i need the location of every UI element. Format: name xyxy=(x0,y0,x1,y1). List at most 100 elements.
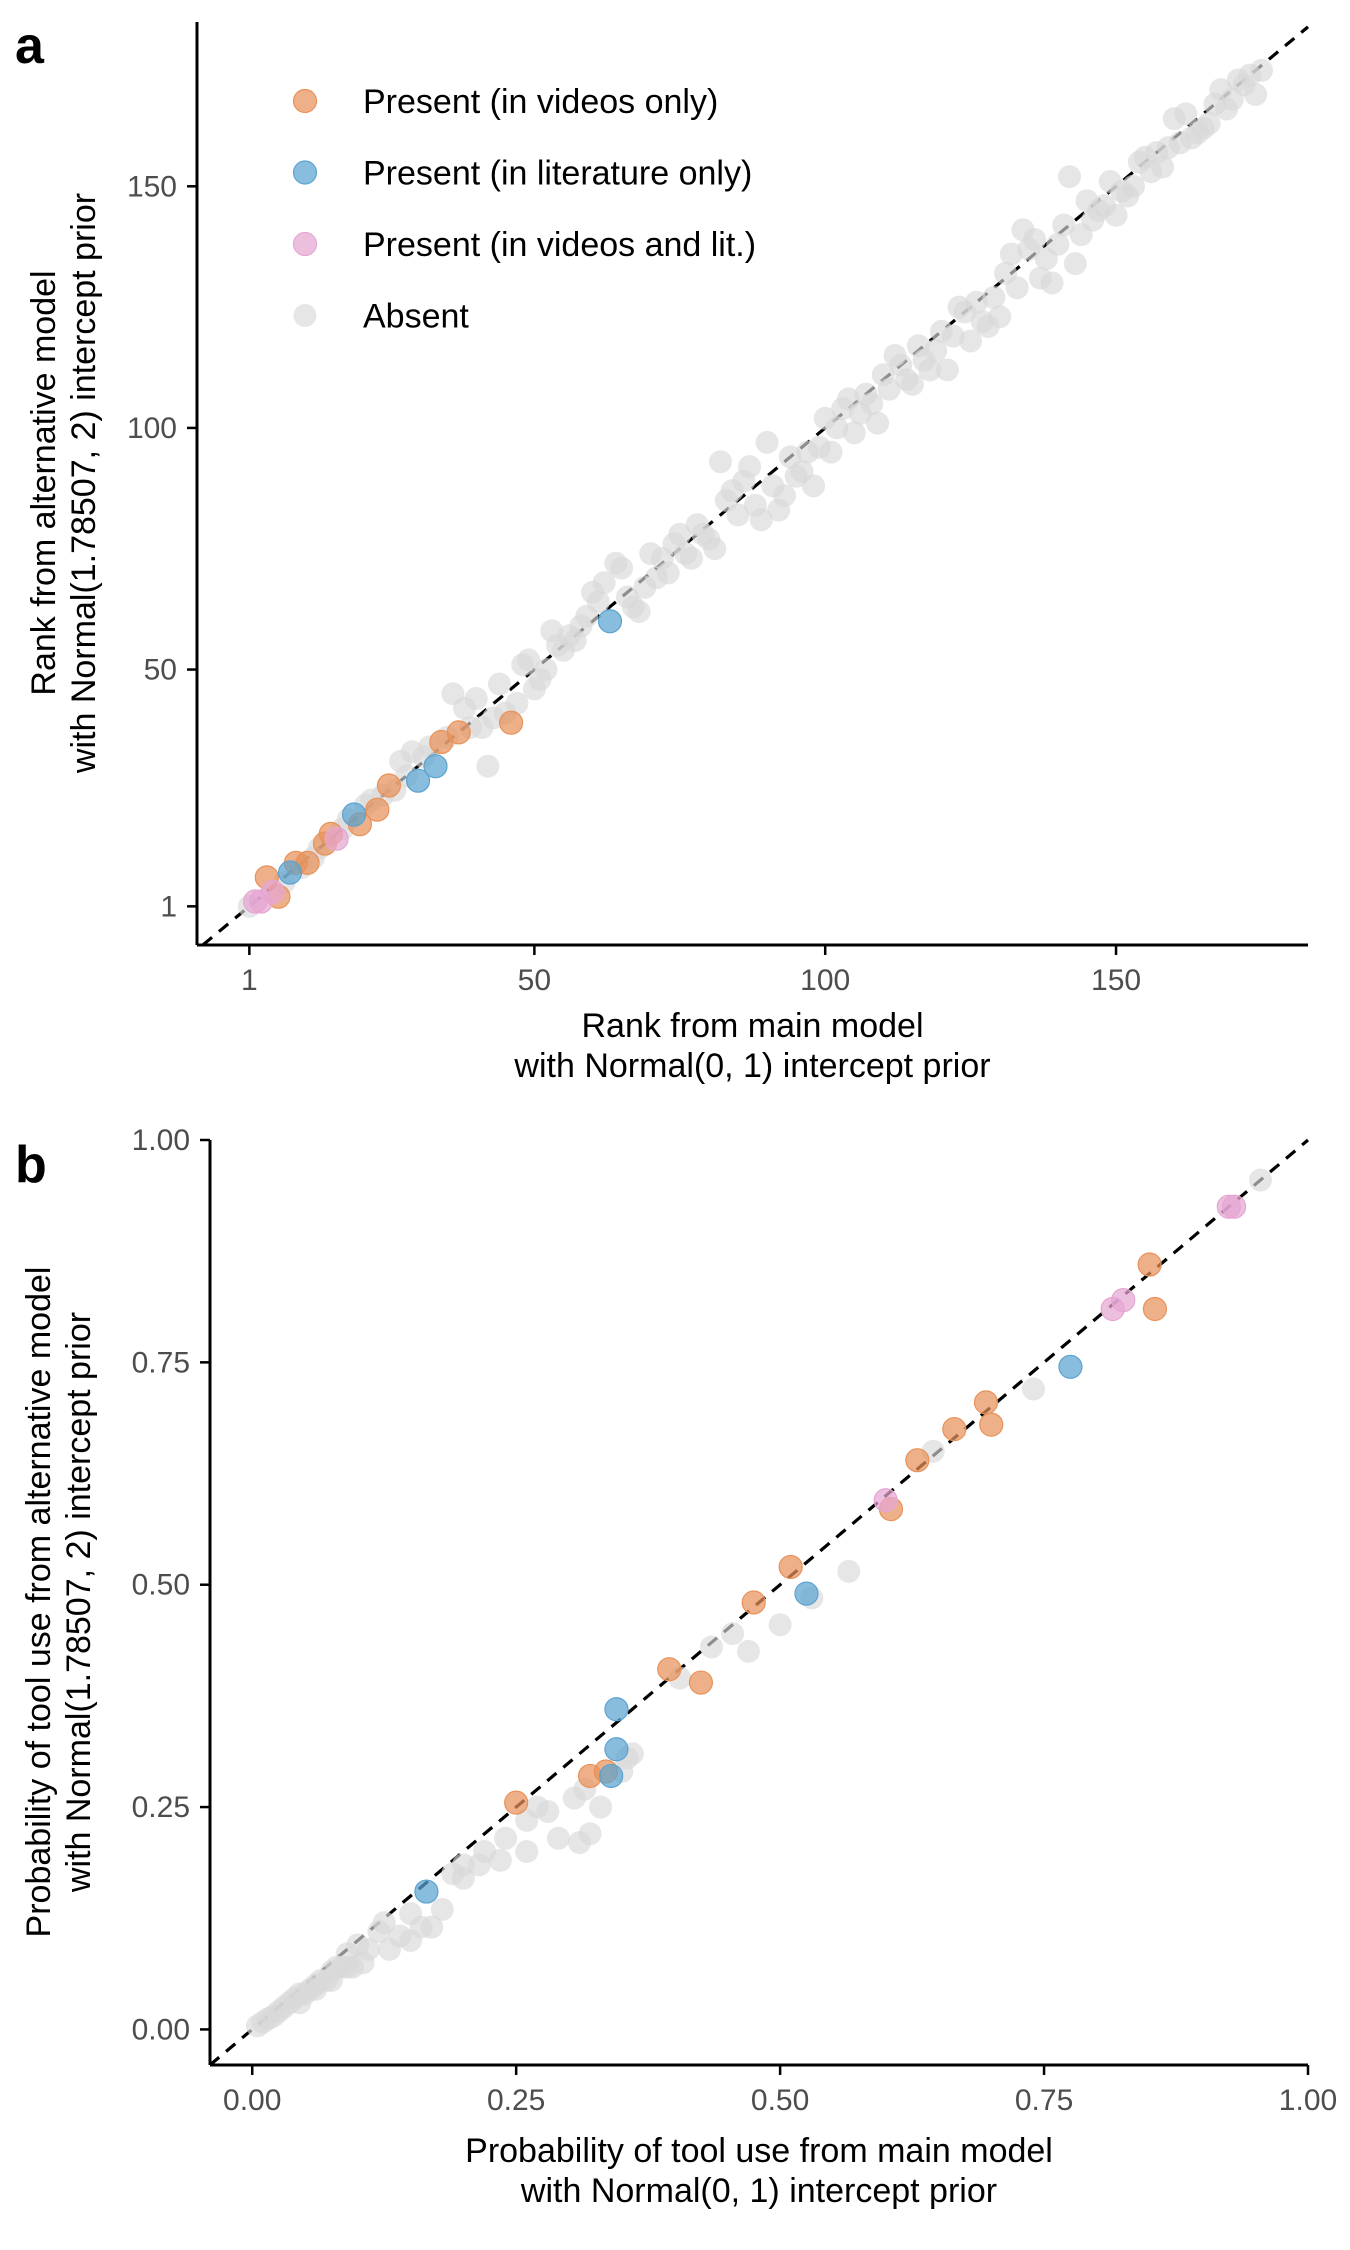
x-tick-label-b: 0.75 xyxy=(1015,2084,1073,2117)
x-tick-label-b: 0.00 xyxy=(223,2084,281,2117)
x-axis-title-b: with Normal(0, 1) intercept prior xyxy=(520,2172,997,2210)
data-point xyxy=(1197,111,1221,135)
y-tick-label-b: 0.50 xyxy=(132,1569,190,1602)
x-tick-label-b: 0.50 xyxy=(751,2084,809,2117)
data-point xyxy=(942,1416,967,1442)
data-point xyxy=(726,503,750,527)
x-axis-title-a: with Normal(0, 1) intercept prior xyxy=(513,1047,990,1085)
legend-item: Present (in videos and lit.) xyxy=(292,226,756,264)
data-point xyxy=(260,879,285,904)
data-point xyxy=(562,1786,586,1810)
data-point xyxy=(467,1853,491,1877)
data-point xyxy=(935,358,959,382)
data-point xyxy=(577,1763,603,1789)
y-tick-label-a: 100 xyxy=(127,412,177,445)
data-point xyxy=(1137,1252,1162,1277)
data-point xyxy=(802,474,826,498)
legend-item: Absent xyxy=(293,298,469,336)
legend-label: Absent xyxy=(363,298,469,336)
data-point xyxy=(430,1897,454,1921)
data-point xyxy=(778,1554,803,1580)
y-tick-label-b: 0.75 xyxy=(132,1346,190,1379)
data-point xyxy=(1022,1377,1045,1401)
x-axis-title-b: Probability of tool use from main model xyxy=(465,2132,1053,2170)
data-point xyxy=(918,358,942,382)
data-point xyxy=(446,720,471,745)
data-point xyxy=(688,1670,714,1695)
y-tick-label-a: 150 xyxy=(127,170,177,203)
data-point xyxy=(772,484,796,508)
x-tick-label-a: 50 xyxy=(518,964,551,997)
x-tick-label-b: 0.25 xyxy=(487,2084,545,2117)
data-point xyxy=(1121,174,1145,198)
data-point xyxy=(351,1951,375,1975)
data-point xyxy=(741,1590,766,1615)
y-axis-title-a: Rank from alternative model xyxy=(25,270,63,695)
data-point xyxy=(866,411,890,435)
panel-b-label: b xyxy=(15,1136,47,1194)
data-point xyxy=(657,1657,682,1682)
data-point xyxy=(668,522,692,546)
data-point xyxy=(679,546,703,570)
data-point xyxy=(749,508,773,532)
x-tick-label-b: 1.00 xyxy=(1279,2084,1337,2117)
data-point xyxy=(324,826,349,851)
data-point xyxy=(610,556,634,580)
data-point xyxy=(1046,232,1070,256)
data-point xyxy=(627,600,651,624)
legend-swatch xyxy=(292,231,318,257)
data-point xyxy=(341,802,367,827)
y-tick-label-b: 1.00 xyxy=(132,1124,190,1157)
data-point xyxy=(999,242,1023,266)
data-point xyxy=(738,455,762,479)
data-point xyxy=(589,1795,613,1819)
series-videos-and-lit-b xyxy=(873,1194,1247,1513)
data-point xyxy=(1040,271,1064,295)
data-point xyxy=(860,392,884,416)
y-axis-title-b: Probability of tool use from alternative… xyxy=(20,1267,58,1938)
data-point xyxy=(1063,252,1087,276)
data-point xyxy=(973,1390,999,1415)
data-point xyxy=(597,609,623,634)
data-point xyxy=(988,305,1012,329)
data-point xyxy=(842,421,866,445)
x-axis-title-a: Rank from main model xyxy=(581,1007,923,1045)
data-point xyxy=(515,1840,539,1864)
data-point xyxy=(656,561,680,585)
data-point xyxy=(699,1635,723,1659)
data-point xyxy=(568,1831,592,1855)
data-point xyxy=(794,1581,819,1606)
data-point xyxy=(959,329,983,353)
panel-a-label: a xyxy=(15,17,45,75)
series-literature-only-a xyxy=(277,609,623,885)
data-point xyxy=(604,1737,629,1762)
data-point xyxy=(517,648,541,672)
data-point xyxy=(365,797,390,822)
y-tick-label-a: 1 xyxy=(160,890,177,923)
data-point xyxy=(1174,102,1198,126)
data-point xyxy=(399,1902,423,1926)
data-point xyxy=(819,440,843,464)
data-point xyxy=(487,672,511,696)
data-point xyxy=(924,339,948,363)
data-point xyxy=(736,1639,760,1663)
data-point xyxy=(721,1622,745,1646)
data-point xyxy=(1248,1168,1272,1192)
data-point xyxy=(414,1879,439,1904)
data-point xyxy=(277,860,303,885)
data-point xyxy=(1142,1296,1168,1322)
data-point xyxy=(476,754,500,778)
data-point xyxy=(604,1697,629,1722)
data-point xyxy=(1023,227,1047,251)
legend-swatch xyxy=(293,304,317,327)
data-point xyxy=(464,687,488,711)
data-point xyxy=(504,1790,529,1815)
data-point xyxy=(499,710,524,735)
data-point xyxy=(399,1928,423,1952)
legend-label: Present (in videos only) xyxy=(363,83,718,121)
y-axis-title-b: with Normal(1.78507, 2) intercept prior xyxy=(60,1312,98,1893)
data-point xyxy=(586,590,610,614)
y-tick-label-a: 50 xyxy=(144,654,177,687)
